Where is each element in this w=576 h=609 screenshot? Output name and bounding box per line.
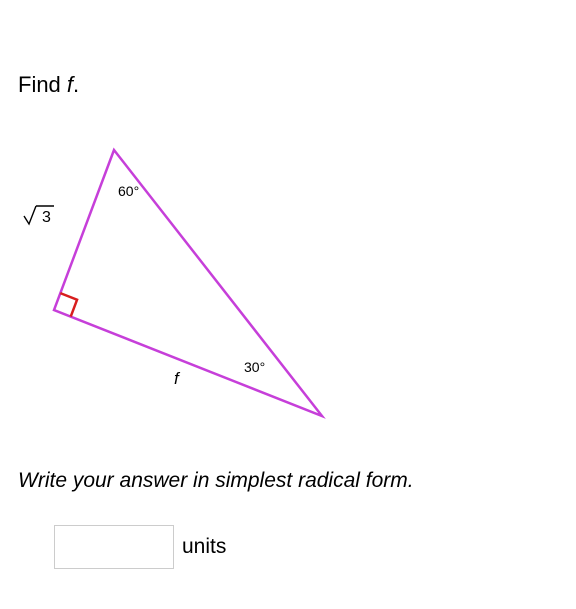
question-suffix: . [73, 72, 79, 97]
answer-input[interactable] [54, 525, 174, 569]
answer-row: units [54, 525, 558, 569]
svg-text:f: f [174, 369, 181, 388]
svg-text:30°: 30° [244, 359, 265, 375]
svg-text:60°: 60° [118, 183, 139, 199]
question-prefix: Find [18, 72, 67, 97]
instruction-text: Write your answer in simplest radical fo… [18, 469, 558, 493]
svg-text:3: 3 [42, 209, 51, 226]
triangle-diagram: 60° 30° f 3 [14, 126, 558, 431]
units-label: units [182, 535, 226, 559]
question-text: Find f. [18, 72, 558, 98]
